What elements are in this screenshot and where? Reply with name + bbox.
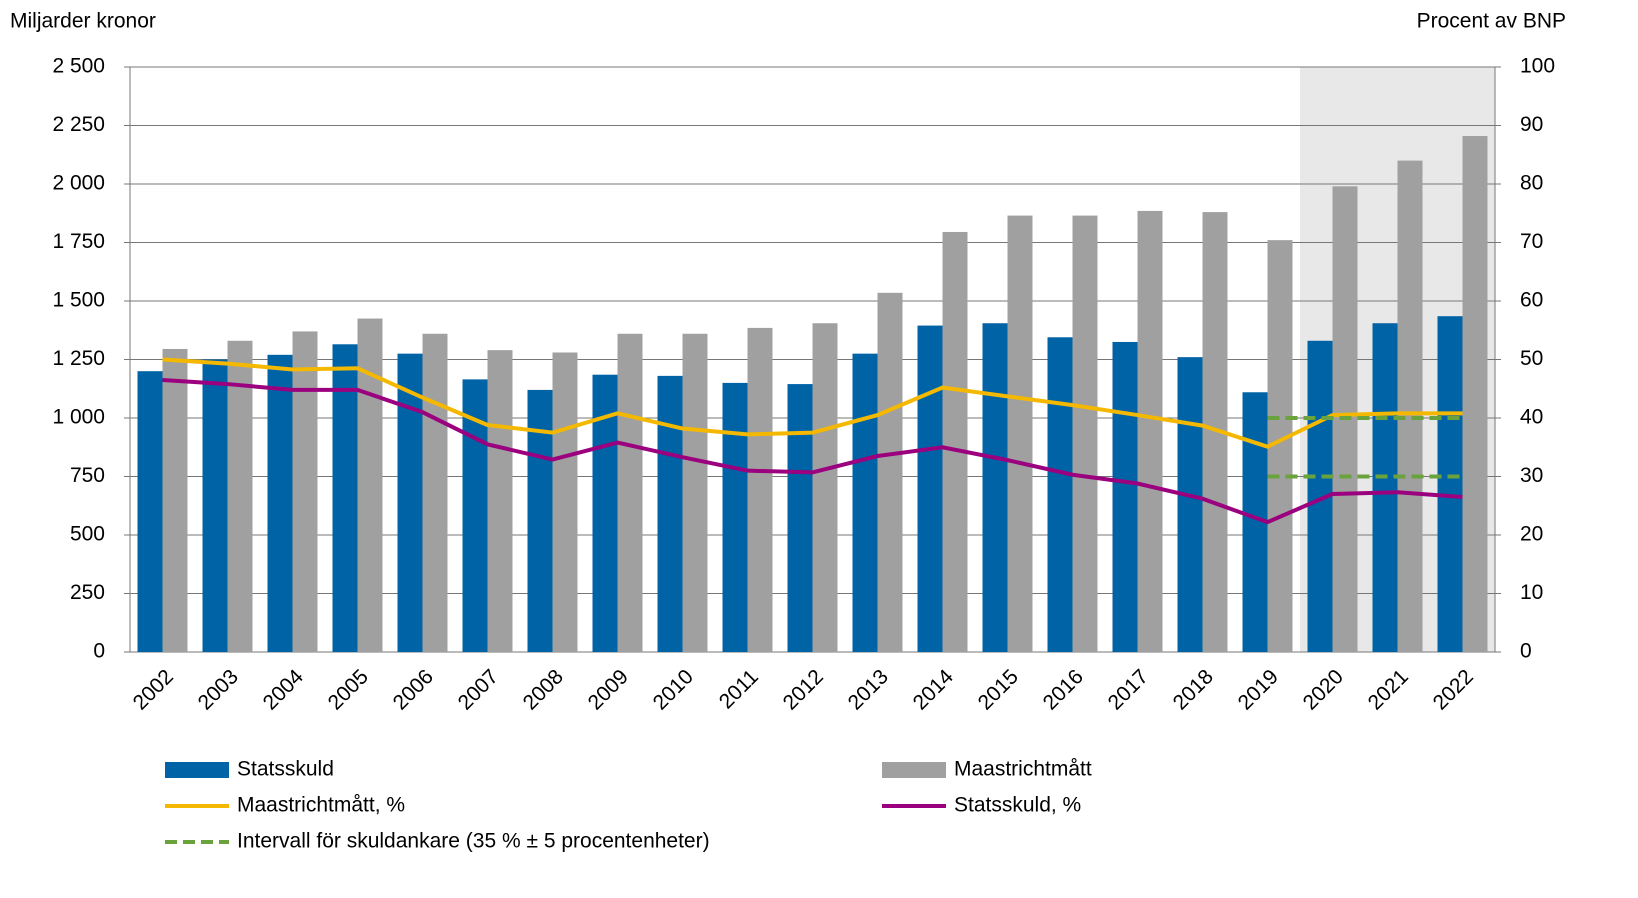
- x-tick-label: 2005: [324, 665, 373, 714]
- y2-tick-label: 50: [1520, 347, 1543, 370]
- x-tick-label: 2017: [1104, 665, 1153, 714]
- bar: [982, 323, 1008, 652]
- y-tick-label: 1 750: [52, 230, 105, 253]
- x-tick-label: 2022: [1429, 665, 1478, 714]
- y-tick-label: 1 250: [52, 347, 105, 370]
- bar: [202, 359, 228, 652]
- bar: [1007, 215, 1033, 652]
- bar: [422, 333, 448, 652]
- legend-label: Maastrichtmått: [954, 758, 1092, 781]
- bar: [1112, 341, 1138, 652]
- bar: [267, 354, 293, 652]
- bar: [1462, 136, 1488, 652]
- line: [162, 377, 1463, 525]
- y-tick-label: 2 250: [52, 113, 105, 136]
- y2-tick-label: 0: [1520, 640, 1532, 663]
- x-tick-label: 2006: [389, 665, 438, 714]
- legend-label: Statsskuld: [237, 758, 334, 781]
- x-tick-label: 2009: [584, 665, 633, 714]
- x-tick-label: 2018: [1169, 665, 1218, 714]
- bar: [397, 353, 423, 652]
- x-tick-label: 2004: [259, 665, 309, 715]
- x-tick-label: 2003: [194, 665, 243, 714]
- bar: [942, 231, 968, 652]
- y2-tick-label: 90: [1520, 113, 1543, 136]
- x-tick-label: 2011: [715, 665, 763, 713]
- x-tick-label: 2008: [519, 665, 568, 714]
- bar: [1397, 160, 1423, 652]
- y2-tick-label: 80: [1520, 172, 1543, 195]
- bar: [787, 384, 813, 652]
- x-tick-label: 2010: [649, 665, 698, 714]
- x-tick-label: 2007: [454, 665, 503, 714]
- bar: [162, 348, 188, 652]
- bar: [852, 353, 878, 652]
- bar: [292, 331, 318, 652]
- line: [162, 357, 1463, 449]
- x-tick-label: 2020: [1299, 665, 1348, 714]
- y2-tick-label: 30: [1520, 464, 1543, 487]
- x-tick-label: 2019: [1234, 665, 1283, 714]
- y2-tick-label: 70: [1520, 230, 1543, 253]
- y2-tick-label: 10: [1520, 581, 1543, 604]
- x-tick-label: 2015: [974, 665, 1023, 714]
- bar: [137, 371, 163, 652]
- y2-tick-label: 40: [1520, 406, 1543, 429]
- x-tick-label: 2013: [844, 665, 893, 714]
- y2-tick-label: 60: [1520, 289, 1543, 312]
- legend-swatch: [165, 762, 229, 778]
- y2-tick-label: 100: [1520, 55, 1555, 78]
- y2-axis-label: Procent av BNP: [1417, 10, 1566, 33]
- x-tick-label: 2021: [1364, 665, 1413, 714]
- legend-label: Maastrichtmått, %: [237, 794, 405, 817]
- y-tick-label: 1 500: [52, 289, 105, 312]
- y-tick-label: 1 000: [52, 406, 105, 429]
- y2-tick-label: 20: [1520, 523, 1543, 546]
- y-tick-label: 750: [70, 464, 105, 487]
- bar: [1072, 215, 1098, 652]
- bar: [657, 375, 683, 652]
- bar: [682, 333, 708, 652]
- bar: [617, 333, 643, 652]
- y-tick-label: 2 000: [52, 172, 105, 195]
- bar: [1137, 210, 1163, 652]
- x-tick-label: 2002: [129, 665, 178, 714]
- y-axis-label: Miljarder kronor: [10, 10, 156, 33]
- bar: [1047, 337, 1073, 652]
- bar: [877, 292, 903, 652]
- bar: [722, 382, 748, 652]
- x-tick-label: 2016: [1039, 665, 1088, 714]
- bar: [812, 323, 838, 652]
- bar: [227, 340, 253, 652]
- legend-swatch: [882, 762, 946, 778]
- bar: [1177, 357, 1203, 652]
- y-tick-label: 0: [93, 640, 105, 663]
- y-tick-label: 500: [70, 523, 105, 546]
- y-tick-label: 250: [70, 581, 105, 604]
- x-tick-label: 2012: [779, 665, 828, 714]
- bar: [747, 327, 773, 652]
- bar: [487, 350, 513, 652]
- y-tick-label: 2 500: [52, 55, 105, 78]
- bar: [332, 344, 358, 652]
- x-tick-label: 2014: [909, 665, 959, 715]
- bar: [917, 325, 943, 652]
- bar: [1437, 316, 1463, 652]
- legend-label: Statsskuld, %: [954, 794, 1081, 817]
- legend-label: Intervall för skuldankare (35 % ± 5 proc…: [237, 830, 710, 853]
- bar: [1372, 323, 1398, 652]
- bar: [552, 352, 578, 652]
